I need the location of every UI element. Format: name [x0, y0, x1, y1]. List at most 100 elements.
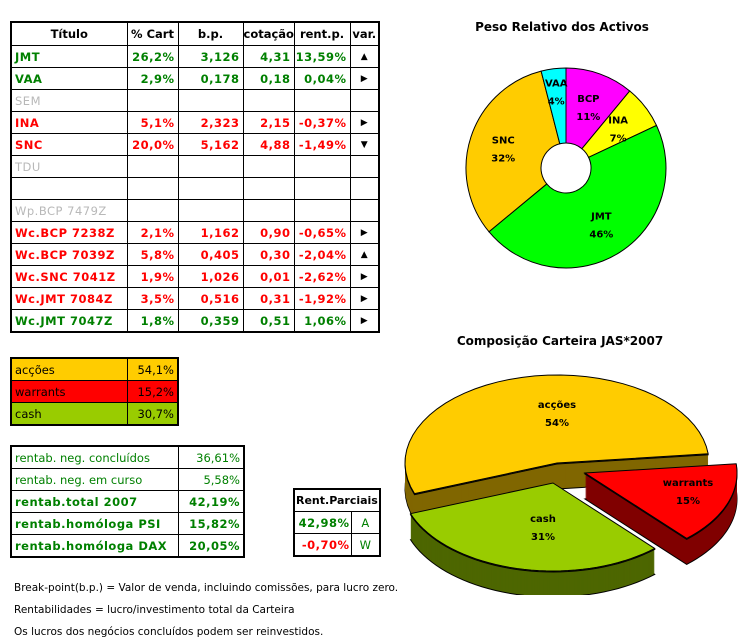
cell-rent: -2,62%	[293, 265, 351, 288]
cell-bp	[177, 89, 244, 112]
cell-rent	[293, 155, 351, 178]
table-row[interactable]: Wc.JMT 7084Z 3,5% 0,516 0,31 -1,92% ▶	[10, 287, 380, 310]
table-row[interactable]: Wc.BCP 7039Z 5,8% 0,405 0,30 -2,04% ▲	[10, 243, 380, 266]
cell-cart	[126, 177, 179, 200]
cell-cart	[126, 89, 179, 112]
rentab-row: rentab. neg. em curso 5,58%	[10, 468, 245, 491]
table-row[interactable]: Wc.SNC 7041Z 1,9% 1,026 0,01 -2,62% ▶	[10, 265, 380, 288]
triangle-right-icon: ▶	[349, 111, 380, 134]
table-row[interactable]: Wp.BCP 7479Z	[10, 199, 380, 222]
cell-cotacao: 0,18	[242, 67, 295, 90]
note-break-point: Break-point(b.p.) = Valor de venda, incl…	[14, 582, 399, 594]
rentab-row: rentab.homóloga PSI 15,82%	[10, 512, 245, 535]
cell-bp: 1,026	[177, 265, 244, 288]
cell-rent: 13,59%	[293, 45, 351, 68]
cell-rent: -0,37%	[293, 111, 351, 134]
empty-icon	[349, 177, 380, 200]
cell-cotacao: 4,31	[242, 45, 295, 68]
triangle-right-icon: ▶	[349, 287, 380, 310]
allocation-row: acções 54,1%	[10, 357, 179, 381]
cell-cotacao	[242, 199, 295, 222]
cell-titulo: Wc.BCP 7039Z	[10, 243, 128, 266]
table-row[interactable]: Wc.BCP 7238Z 2,1% 1,162 0,90 -0,65% ▶	[10, 221, 380, 244]
cell-titulo	[10, 177, 128, 200]
cell-cotacao: 2,15	[242, 111, 295, 134]
header-cart: % Cart	[126, 21, 179, 46]
cell-titulo: TDU	[10, 155, 128, 178]
cell-rent	[293, 199, 351, 222]
table-row[interactable]: SEM	[10, 89, 380, 112]
cell-titulo: SNC	[10, 133, 128, 156]
donut-label-category: JMT	[590, 212, 612, 223]
rent-parciais-title: Rent.Parciais	[293, 488, 381, 512]
cell-rent: 1,06%	[293, 309, 351, 333]
donut-label-category: BCP	[577, 94, 599, 105]
pie3d-slice-top	[404, 374, 709, 495]
pie3d-label-category: warrants	[663, 478, 713, 489]
cell-cart: 2,9%	[126, 67, 179, 90]
header-titulo: Título	[10, 21, 128, 46]
rent-parciais-row: 42,98% A	[293, 511, 381, 534]
allocation-label: acções	[10, 357, 128, 381]
cell-bp: 2,323	[177, 111, 244, 134]
rentab-label: rentab. neg. em curso	[10, 468, 179, 491]
pie3d-label-value: 31%	[531, 532, 555, 543]
table-row[interactable]: JMT 26,2% 3,126 4,31 13,59% ▲	[10, 45, 380, 68]
cell-bp: 0,359	[177, 309, 244, 333]
header-cotacao: cotação	[242, 21, 295, 46]
allocation-table: acções 54,1% warrants 15,2% cash 30,7%	[10, 357, 179, 426]
pie3d-label-category: cash	[530, 514, 556, 525]
table-row[interactable]: TDU	[10, 155, 380, 178]
triangle-up-icon: ▲	[349, 243, 380, 266]
allocation-label: cash	[10, 402, 128, 426]
cell-titulo: Wc.JMT 7084Z	[10, 287, 128, 310]
table-row[interactable]: VAA 2,9% 0,178 0,18 0,04% ▶	[10, 67, 380, 90]
rentab-label: rentab.homóloga PSI	[10, 512, 179, 535]
donut-label-value: 4%	[548, 97, 565, 108]
cell-rent	[293, 177, 351, 200]
donut-label-category: INA	[608, 116, 628, 127]
cell-titulo: Wc.SNC 7041Z	[10, 265, 128, 288]
table-row[interactable]: INA 5,1% 2,323 2,15 -0,37% ▶	[10, 111, 380, 134]
cell-cotacao	[242, 177, 295, 200]
note-lucros: Os lucros dos negócios concluídos podem …	[14, 626, 324, 638]
cell-cart: 1,8%	[126, 309, 179, 333]
cell-cotacao	[242, 155, 295, 178]
header-rent: rent.p.	[293, 21, 351, 46]
table-row[interactable]: Wc.JMT 7047Z 1,8% 0,359 0,51 1,06% ▶	[10, 309, 380, 333]
pie3d-label-value: 15%	[676, 496, 700, 507]
pie3d-slice-top	[583, 463, 738, 539]
cell-titulo: SEM	[10, 89, 128, 112]
cell-rent: -0,65%	[293, 221, 351, 244]
table-header-row: Título % Cart b.p. cotação rent.p. var.	[10, 21, 380, 46]
rentab-value: 15,82%	[177, 512, 245, 535]
portfolio-table: Título % Cart b.p. cotação rent.p. var. …	[10, 21, 380, 333]
triangle-right-icon: ▶	[349, 309, 380, 333]
allocation-value: 54,1%	[126, 357, 179, 381]
donut-label-value: 32%	[491, 154, 515, 165]
rentab-row: rentab.total 2007 42,19%	[10, 490, 245, 513]
cell-rent: -2,04%	[293, 243, 351, 266]
header-bp: b.p.	[177, 21, 244, 46]
cell-bp: 1,162	[177, 221, 244, 244]
table-row[interactable]	[10, 177, 380, 200]
cell-cotacao: 0,90	[242, 221, 295, 244]
donut-slice-jmt	[488, 124, 667, 269]
pie3d-slice-top	[409, 482, 656, 572]
empty-icon	[349, 155, 380, 178]
table-row[interactable]: SNC 20,0% 5,162 4,88 -1,49% ▼	[10, 133, 380, 156]
donut-chart: BCP 11% INA 7% JMT 46% SNC 32% VAA 4%	[465, 67, 667, 269]
cell-cart: 20,0%	[126, 133, 179, 156]
rentab-label: rentab. neg. concluídos	[10, 445, 179, 469]
pie3d-chart: acções 54% warrants 15% cash 31%	[404, 374, 738, 595]
donut-slice-vaa	[540, 67, 567, 145]
rentab-value: 20,05%	[177, 534, 245, 558]
rentab-label: rentab.homóloga DAX	[10, 534, 179, 558]
rentab-row: rentab.homóloga DAX 20,05%	[10, 534, 245, 558]
empty-icon	[349, 89, 380, 112]
rentab-value: 5,58%	[177, 468, 245, 491]
rentab-label: rentab.total 2007	[10, 490, 179, 513]
triangle-right-icon: ▶	[349, 67, 380, 90]
cell-bp	[177, 155, 244, 178]
cell-titulo: INA	[10, 111, 128, 134]
